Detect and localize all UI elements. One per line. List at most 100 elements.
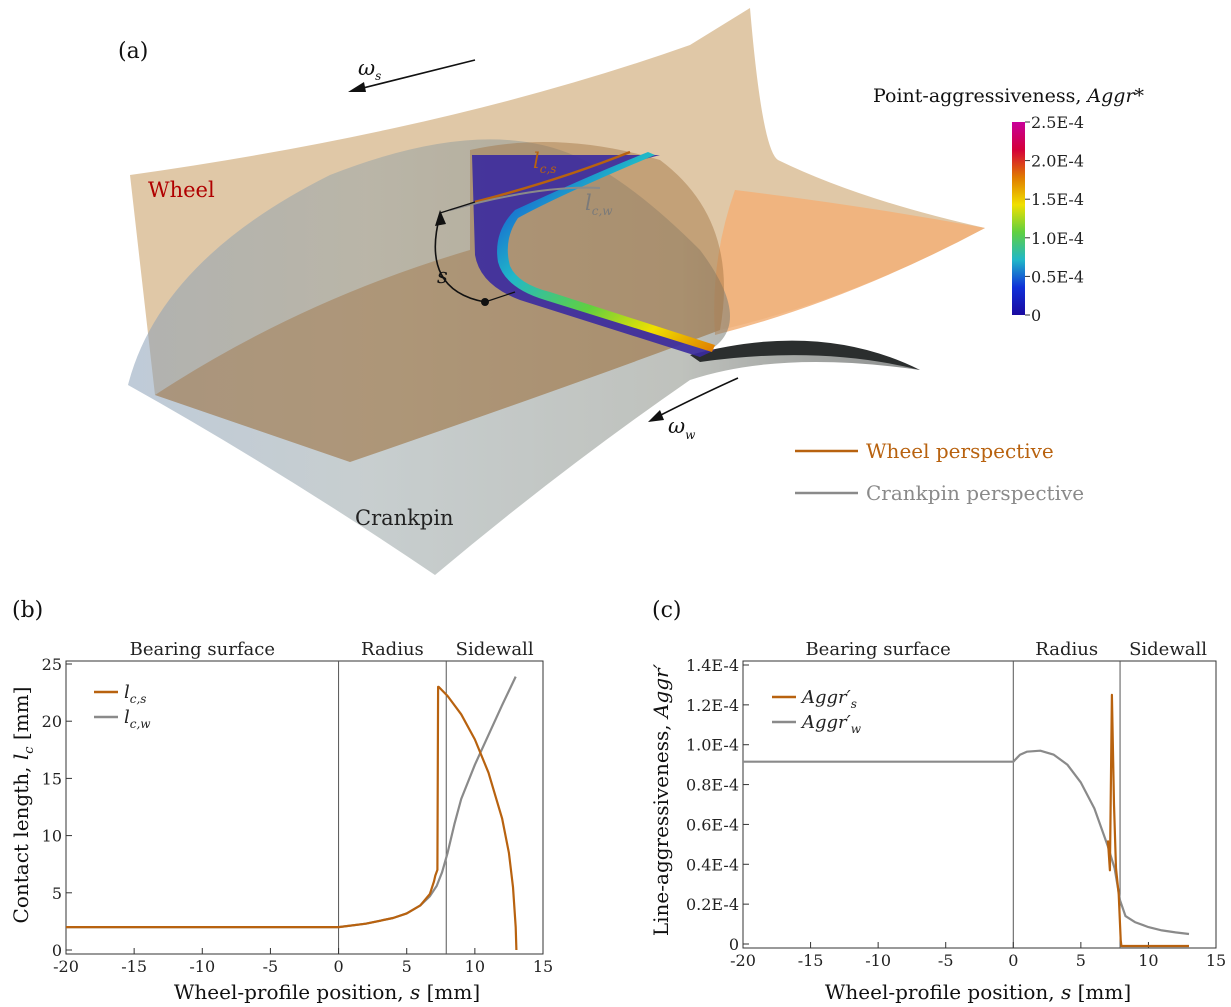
panel-c: (c) Bearing surface Radius Sidewall -20 -15…	[649, 598, 1226, 1004]
region-label: Bearing surface	[130, 639, 275, 660]
lcw-label: lc,w	[585, 191, 613, 218]
y-tick-label: 0.4E-4	[686, 855, 739, 874]
panel-c-xlabel: Wheel-profile position, s [mm]	[825, 980, 1131, 1004]
y-tick-label: 1.0E-4	[686, 736, 739, 755]
x-tick-label: 15	[1206, 951, 1226, 970]
y-tick-label: 0	[52, 941, 62, 960]
panel-b-xticks: -20 -15 -10 -5 0 5 10 15	[53, 948, 553, 976]
legend-wheel-text: Wheel perspective	[866, 439, 1054, 463]
wheel-label: Wheel	[148, 178, 215, 202]
series-line-w	[743, 749, 1190, 936]
panel-c-plot-frame	[742, 660, 1217, 949]
panel-c-yticks: 0 0.2E-4 0.4E-4 0.6E-4 0.8E-4 1.0E-4 1.2E-4 1.4…	[686, 656, 749, 954]
panel-a: (a) s lc,s lc,w Wheel Crankpin ωs	[118, 8, 1145, 576]
x-tick-label: 10	[1138, 951, 1158, 970]
colorbar-ticks: 2.5E-4 2.0E-4 1.5E-4 1.0E-4 0.5E-4 0	[1025, 113, 1084, 325]
line-lcs	[474, 150, 631, 204]
panel-c-ylabel: Line-aggressiveness, Aggr′	[649, 663, 673, 936]
wheel-side-plate	[714, 190, 985, 335]
omega-s-label: ωs	[358, 56, 381, 83]
panel-b-plot-frame	[65, 660, 544, 955]
x-tick-label: -15	[798, 951, 824, 970]
legend-label: Aggr′s	[800, 687, 857, 711]
x-tick-label: -20	[53, 957, 79, 976]
y-tick-label: 0	[729, 935, 739, 954]
s-start-dot	[481, 298, 489, 306]
colorbar-title: Point-aggressiveness, Aggr*	[873, 85, 1145, 107]
x-tick-label: -15	[121, 957, 147, 976]
s-tick-bottom	[484, 291, 516, 303]
colorbar	[1012, 122, 1025, 315]
series-line-c-w	[66, 676, 517, 929]
y-tick-label: 20	[42, 712, 62, 731]
series-line-c-s	[66, 685, 518, 951]
x-tick-label: -10	[189, 957, 215, 976]
x-tick-label: 15	[533, 957, 553, 976]
panel-c-letter: (c)	[652, 598, 682, 623]
s-arrow-head	[435, 210, 446, 226]
panel-c-series	[743, 693, 1190, 948]
panel-c-xticks: -20 -15 -10 -5 0 5 10 15	[730, 942, 1226, 970]
panel-b-legend: lc,slc,w	[94, 682, 151, 731]
x-tick-label: -5	[938, 951, 954, 970]
colorbar-tick-label: 0.5E-4	[1031, 267, 1084, 286]
panel-c-regions: Bearing surface Radius Sidewall	[805, 639, 1207, 660]
y-tick-label: 1.4E-4	[686, 656, 739, 675]
y-tick-label: 5	[52, 884, 62, 903]
panel-b: (b) Bearing surface Radius Sidewall -20 -15…	[9, 598, 553, 1004]
lcs-label: lc,s	[533, 149, 556, 176]
x-tick-label: 5	[1076, 951, 1086, 970]
colorbar-tick-label: 1.0E-4	[1031, 229, 1084, 248]
x-tick-label: 5	[402, 957, 412, 976]
x-tick-label: -20	[730, 951, 756, 970]
crankpin-surface	[128, 139, 920, 576]
y-tick-label: 25	[42, 655, 62, 674]
y-tick-label: 0.8E-4	[686, 776, 739, 795]
aggressiveness-stripe	[497, 152, 715, 352]
y-tick-label: 1.2E-4	[686, 696, 739, 715]
omega-w-arrow-line	[654, 377, 739, 419]
panel-c-boundaries	[1012, 661, 1121, 948]
legend-label: lc,s	[124, 682, 146, 706]
omega-s-arrow-head	[348, 82, 366, 92]
crankpin-label: Crankpin	[355, 506, 454, 530]
panel-b-xlabel: Wheel-profile position, s [mm]	[174, 980, 480, 1004]
y-tick-label: 10	[42, 827, 62, 846]
colorbar-tick-label: 2.0E-4	[1031, 152, 1084, 171]
omega-w-label: ωw	[668, 414, 696, 442]
panel-b-boundaries	[338, 661, 447, 954]
region-label: Radius	[361, 639, 424, 660]
panel-b-yticks: 0 5 10 15 20 25	[42, 655, 72, 960]
contact-overlap	[155, 142, 724, 462]
aggressiveness-region	[472, 155, 715, 357]
panel-b-letter: (b)	[12, 598, 43, 623]
y-tick-label: 0.6E-4	[686, 815, 739, 834]
x-tick-label: 0	[333, 957, 343, 976]
colorbar-tick-label: 2.5E-4	[1031, 113, 1084, 132]
colorbar-tick-label: 1.5E-4	[1031, 190, 1084, 209]
legend-label: lc,w	[124, 707, 151, 731]
panel-b-regions: Bearing surface Radius Sidewall	[130, 639, 534, 660]
colorbar-tick-label: 0	[1031, 306, 1041, 325]
crankpin-edge	[690, 340, 920, 370]
s-arc	[434, 214, 486, 303]
y-tick-label: 15	[42, 769, 62, 788]
legend-crankpin-text: Crankpin perspective	[866, 481, 1084, 505]
series-line-s	[1106, 693, 1189, 948]
region-label: Sidewall	[1129, 639, 1207, 660]
panel-a-letter: (a)	[118, 39, 148, 64]
s-tick-top	[439, 201, 476, 214]
region-label: Radius	[1035, 639, 1098, 660]
s-label: s	[437, 264, 448, 288]
line-lcw	[449, 186, 601, 211]
region-label: Bearing surface	[805, 639, 950, 660]
x-tick-label: 10	[465, 957, 485, 976]
legend-label: Aggr′w	[800, 712, 862, 736]
x-tick-label: -10	[865, 951, 891, 970]
omega-s-arrow-line	[354, 59, 476, 91]
x-tick-label: 0	[1008, 951, 1018, 970]
y-tick-label: 0.2E-4	[686, 895, 739, 914]
x-tick-label: -5	[263, 957, 279, 976]
